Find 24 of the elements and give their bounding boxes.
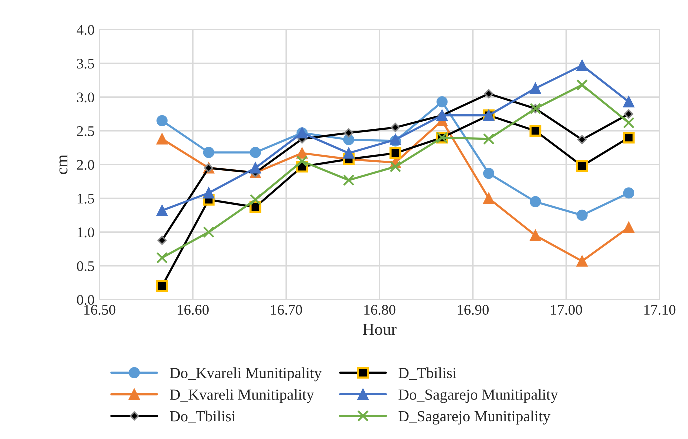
y-tick-label: 0.0: [77, 295, 94, 306]
x-tick-label: 17.00: [551, 305, 582, 316]
x-tick-label: 16.50: [84, 305, 116, 316]
x-tick-label: 16.60: [178, 305, 209, 316]
y-tick-label: 1.5: [78, 194, 94, 204]
legend-label: D_Sagarejo Munitipality: [398, 410, 551, 425]
y-tick-label: 2.5: [77, 126, 94, 136]
x-axis-title: Hour: [363, 324, 397, 336]
y-axis-title: cm: [60, 154, 68, 174]
y-tick-label: 3.0: [77, 92, 94, 103]
y-tick-label: 4.0: [76, 25, 94, 36]
y-tick-label: 2.0: [77, 160, 94, 170]
y-tick-label: 0.5: [77, 261, 94, 272]
legend-label: D_Tbilisi: [398, 368, 457, 380]
legend-label: Do_Sagarejo Munitipality: [398, 389, 558, 404]
x-tick-label: 16.90: [458, 305, 489, 316]
x-tick-label: 16.70: [271, 305, 302, 316]
legend-label: Do_Kvareli Munitipality: [170, 368, 322, 382]
y-tick-label: 1.0: [78, 228, 94, 238]
y-tick-label: 3.5: [77, 59, 94, 69]
x-tick-label: 17.10: [644, 305, 676, 316]
legend-label: Do_Tbilisi: [170, 410, 236, 424]
x-tick-label: 16.80: [364, 305, 396, 316]
legend-label: D_Kvareli Munitipality: [170, 389, 314, 404]
